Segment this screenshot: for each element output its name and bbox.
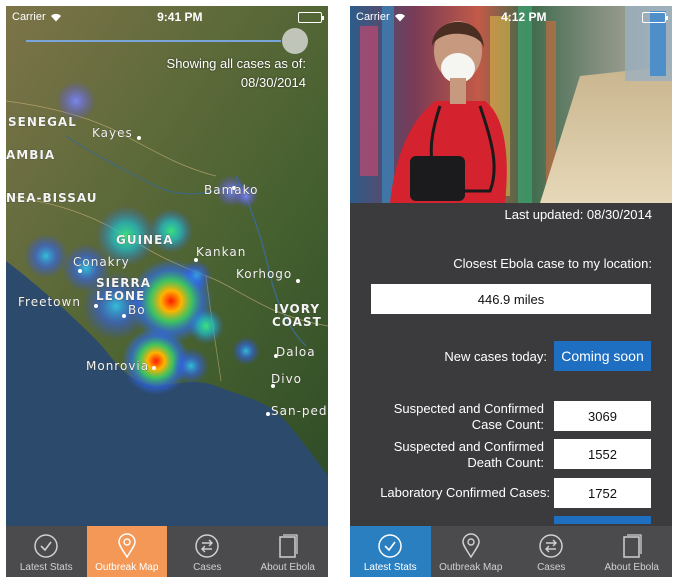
scroll-partial-button[interactable] <box>554 516 651 524</box>
document-icon <box>623 534 642 558</box>
latest-stats-screen: Carrier 4:12 PM Last updated: 08/30/2014… <box>350 6 672 577</box>
stat-label-line: Death Count: <box>467 455 544 470</box>
map-label: AMBIA <box>6 148 55 162</box>
tab-label: Cases <box>537 562 566 573</box>
wifi-icon <box>394 13 405 21</box>
battery-icon <box>641 11 668 23</box>
suspected-death-label: Suspected and Confirmed Death Count: <box>394 439 544 471</box>
arrows-circle-icon <box>195 534 219 558</box>
status-time: 4:12 PM <box>501 10 547 24</box>
map-label: COAST <box>272 315 322 329</box>
tab-bar: Latest Stats Outbreak Map Cases About Eb… <box>6 526 328 577</box>
map-label: San-ped <box>271 404 328 418</box>
closest-case-value: 446.9 miles <box>371 284 651 314</box>
map-label: Divo <box>271 372 302 386</box>
map-label: Kankan <box>196 245 246 259</box>
document-icon <box>279 534 298 558</box>
status-bar: Carrier 9:41 PM <box>6 6 328 28</box>
carrier: Carrier <box>12 11 62 23</box>
map-label: SENEGAL <box>8 115 77 129</box>
header-photo <box>350 6 672 203</box>
lab-confirmed-value: 1752 <box>554 478 651 508</box>
tab-outbreak-map[interactable]: Outbreak Map <box>431 526 512 577</box>
last-updated: Last updated: 08/30/2014 <box>504 207 652 222</box>
carrier: Carrier <box>356 11 406 23</box>
map-pin-icon <box>461 533 480 559</box>
map-info-date: 08/30/2014 <box>240 75 306 90</box>
carrier-label: Carrier <box>356 11 390 23</box>
map-label: Monrovia <box>86 359 149 373</box>
tab-label: About Ebola <box>604 562 660 573</box>
battery-icon <box>297 11 324 23</box>
suspected-case-value: 3069 <box>554 401 651 431</box>
suspected-death-value: 1552 <box>554 439 651 469</box>
suspected-case-label: Suspected and Confirmed Case Count: <box>394 401 544 433</box>
map-date-info: Showing all cases as of: 08/30/2014 <box>167 54 306 92</box>
status-bar: Carrier 4:12 PM <box>350 6 672 28</box>
outbreak-map-screen: SENEGAL Kayes AMBIA NEA-BISSAU Bamako GU… <box>6 6 328 577</box>
map-label: LEONE <box>96 289 145 303</box>
map-label: Bo <box>128 303 146 317</box>
map-label: GUINEA <box>116 233 174 247</box>
map-pin-icon <box>117 533 136 559</box>
stat-label-line: Case Count: <box>471 417 544 432</box>
tab-latest-stats[interactable]: Latest Stats <box>350 526 431 577</box>
check-circle-icon <box>378 534 402 558</box>
tab-cases[interactable]: Cases <box>167 526 248 577</box>
carrier-label: Carrier <box>12 11 46 23</box>
map-label: SIERRA <box>96 276 151 290</box>
map-control-knob[interactable] <box>282 28 308 54</box>
tab-about-ebola[interactable]: About Ebola <box>592 526 673 577</box>
tab-label: Outbreak Map <box>95 562 159 573</box>
wifi-icon <box>50 13 61 21</box>
tab-outbreak-map[interactable]: Outbreak Map <box>86 526 167 577</box>
tab-label: Latest Stats <box>19 562 73 573</box>
tab-label: Outbreak Map <box>439 562 503 573</box>
map-label: Conakry <box>73 255 130 269</box>
search-progress-line <box>26 40 281 42</box>
status-time: 9:41 PM <box>157 10 203 24</box>
new-cases-label: New cases today: <box>444 349 547 364</box>
outbreak-map[interactable]: SENEGAL Kayes AMBIA NEA-BISSAU Bamako GU… <box>6 6 328 526</box>
map-label: Korhogo <box>236 267 292 281</box>
map-info-line: Showing all cases as of: <box>166 56 306 71</box>
map-label: Daloa <box>276 345 316 359</box>
tab-label: Cases <box>193 562 222 573</box>
check-circle-icon <box>34 534 58 558</box>
tab-latest-stats[interactable]: Latest Stats <box>6 526 87 577</box>
tab-bar: Latest Stats Outbreak Map Cases About Eb… <box>350 526 672 577</box>
map-label: NEA-BISSAU <box>6 191 98 205</box>
arrows-circle-icon <box>539 534 563 558</box>
map-label: Kayes <box>92 126 133 140</box>
tab-label: Latest Stats <box>363 562 417 573</box>
stat-label-line: Suspected and Confirmed <box>393 401 544 416</box>
closest-case-label: Closest Ebola case to my location: <box>453 256 652 271</box>
map-label: IVORY <box>274 302 320 316</box>
stat-label-line: Suspected and Confirmed <box>393 439 544 454</box>
tab-label: About Ebola <box>260 562 316 573</box>
map-label: Freetown <box>18 295 81 309</box>
lab-confirmed-label: Laboratory Confirmed Cases: <box>380 485 550 500</box>
tab-about-ebola[interactable]: About Ebola <box>248 526 329 577</box>
tab-cases[interactable]: Cases <box>511 526 592 577</box>
map-label: Bamako <box>204 183 259 197</box>
coming-soon-button[interactable]: Coming soon <box>554 341 651 371</box>
